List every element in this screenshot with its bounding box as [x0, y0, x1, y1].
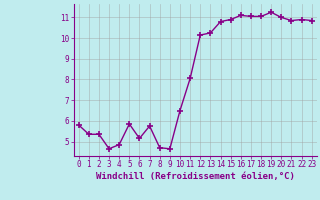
X-axis label: Windchill (Refroidissement éolien,°C): Windchill (Refroidissement éolien,°C) — [96, 172, 295, 181]
